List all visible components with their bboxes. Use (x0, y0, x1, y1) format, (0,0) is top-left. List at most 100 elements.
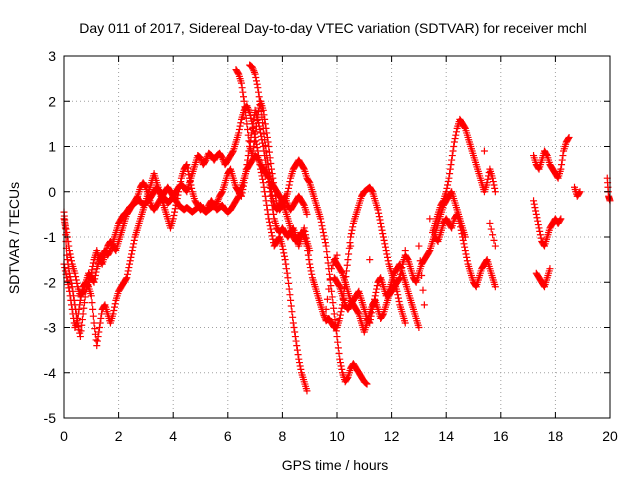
data-point (532, 207, 540, 215)
data-point (218, 189, 226, 197)
data-point (450, 138, 458, 146)
data-point (305, 256, 313, 264)
data-point (285, 279, 293, 287)
data-point (336, 355, 344, 363)
data-point (533, 214, 541, 222)
data-point (375, 213, 383, 221)
data-point (335, 282, 343, 290)
y-axis-label: SDTVAR / TECUs (6, 182, 22, 294)
data-point (183, 161, 191, 169)
data-point (248, 63, 256, 71)
data-point (446, 170, 454, 178)
data-point (111, 303, 119, 311)
data-point (401, 319, 409, 327)
data-point (403, 254, 411, 262)
data-point (558, 156, 566, 164)
data-point (127, 253, 135, 261)
data-point (203, 154, 211, 162)
data-point (462, 250, 470, 258)
data-point (265, 143, 273, 150)
data-point (383, 250, 391, 258)
data-point (98, 310, 106, 318)
data-point (461, 247, 469, 255)
data-point (324, 259, 332, 267)
data-point (237, 79, 245, 87)
data-point (416, 257, 424, 265)
data-point (171, 208, 179, 216)
data-point (535, 224, 543, 232)
x-axis-label: GPS time / hours (282, 457, 389, 473)
y-tick-label: -4 (44, 365, 57, 381)
data-point (459, 233, 467, 241)
data-point (449, 147, 457, 155)
data-point (68, 301, 76, 309)
data-point (419, 286, 427, 294)
data-point (282, 260, 290, 268)
data-point (74, 314, 82, 322)
data-point (382, 247, 390, 255)
data-point (111, 300, 119, 308)
y-tick-label: 2 (48, 93, 56, 109)
data-point (363, 380, 371, 388)
data-point (491, 283, 499, 291)
data-point (123, 270, 131, 278)
data-point (373, 282, 381, 290)
data-points (60, 61, 614, 395)
data-point (456, 219, 464, 227)
data-point (188, 184, 196, 192)
data-point (375, 209, 383, 217)
data-point (68, 305, 76, 313)
data-point (300, 164, 308, 172)
x-tick-label: 16 (493, 428, 509, 444)
data-point (304, 247, 312, 255)
data-point (123, 274, 131, 282)
data-point (377, 223, 385, 231)
data-point (394, 294, 402, 302)
data-point (89, 312, 97, 320)
data-point (291, 328, 299, 336)
data-point (285, 181, 293, 189)
data-point (88, 299, 96, 307)
data-point (426, 215, 434, 223)
data-point (530, 200, 538, 208)
data-point (250, 67, 258, 75)
data-point (252, 122, 260, 130)
data-point (439, 198, 447, 206)
data-point (91, 271, 99, 279)
data-point (425, 248, 433, 256)
data-point (262, 147, 270, 155)
data-point (450, 143, 458, 150)
data-point (94, 333, 102, 341)
data-point (343, 374, 351, 382)
data-point (308, 270, 316, 278)
data-point (489, 174, 497, 182)
y-tick-label: 1 (48, 139, 56, 155)
data-point (418, 271, 426, 279)
data-point (338, 365, 346, 373)
data-point (319, 228, 327, 236)
data-point (242, 114, 250, 122)
data-point (125, 264, 133, 272)
data-point (89, 259, 97, 267)
data-point (295, 359, 303, 367)
data-point (333, 333, 341, 341)
data-point (175, 184, 183, 192)
data-point (259, 124, 267, 132)
data-point (379, 233, 387, 241)
data-point (536, 227, 544, 235)
data-point (239, 88, 247, 96)
data-point (259, 175, 267, 183)
data-point (267, 225, 275, 233)
data-point (124, 267, 132, 275)
data-point (90, 319, 98, 327)
data-point (258, 113, 266, 121)
data-point (256, 126, 264, 134)
data-point (242, 109, 250, 117)
data-point (284, 274, 292, 282)
data-point (565, 133, 573, 141)
data-point (267, 228, 275, 236)
data-point (280, 252, 288, 260)
data-point (448, 152, 456, 160)
data-point (250, 138, 258, 146)
data-point (378, 226, 386, 234)
